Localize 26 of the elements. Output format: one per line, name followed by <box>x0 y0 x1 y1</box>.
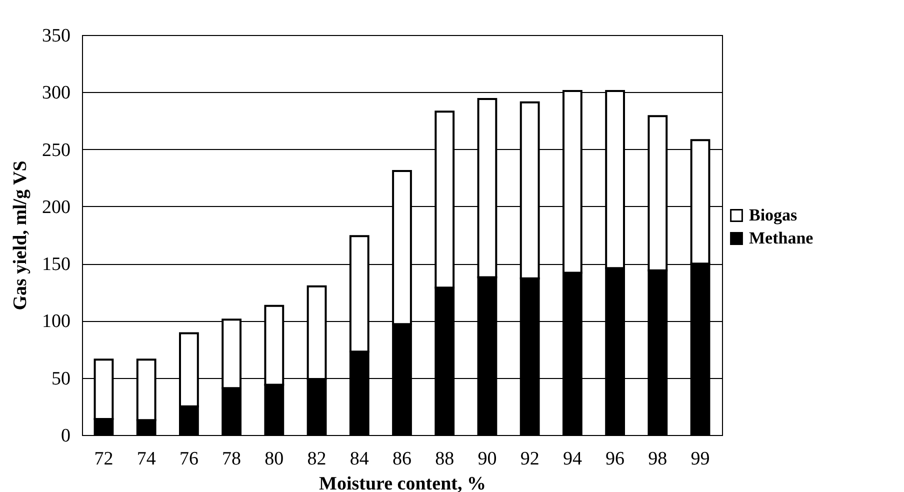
y-tick-label: 250 <box>42 140 70 161</box>
x-tick-label: 99 <box>690 448 710 470</box>
x-tick-label: 98 <box>648 448 668 470</box>
x-tick-label: 90 <box>478 448 497 470</box>
y-tick-label: 300 <box>42 82 70 104</box>
y-tick-label: 50 <box>52 368 70 390</box>
x-tick-label: 96 <box>606 448 625 470</box>
legend-label: Methane <box>749 228 814 248</box>
x-tick-label: 78 <box>222 448 242 470</box>
x-tick-label: 92 <box>520 448 540 470</box>
x-tick-label: 84 <box>350 448 370 470</box>
x-tick-label: 82 <box>307 448 326 470</box>
y-tick-label: 100 <box>42 311 70 332</box>
y-tick-label: 350 <box>42 26 70 46</box>
y-tick-label: 0 <box>61 426 70 446</box>
x-tick-label: 94 <box>562 448 582 470</box>
x-tick-label: 76 <box>179 448 198 470</box>
y-tick-label: 150 <box>42 254 70 276</box>
y-axis-title: Gas yield, ml/g VS <box>10 160 31 310</box>
legend-label: Biogas <box>749 206 798 224</box>
x-tick-label: 88 <box>435 448 454 470</box>
x-tick-label: 86 <box>392 448 412 470</box>
x-tick-label: 80 <box>264 448 284 470</box>
x-tick-label: 74 <box>136 448 156 470</box>
x-tick-label: 72 <box>94 448 114 470</box>
y-tick-label: 200 <box>42 196 70 218</box>
